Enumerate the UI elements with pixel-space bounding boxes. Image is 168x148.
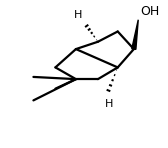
Text: H: H: [105, 99, 113, 109]
Text: H: H: [74, 10, 82, 20]
Text: OH: OH: [140, 5, 160, 18]
Polygon shape: [132, 20, 138, 49]
